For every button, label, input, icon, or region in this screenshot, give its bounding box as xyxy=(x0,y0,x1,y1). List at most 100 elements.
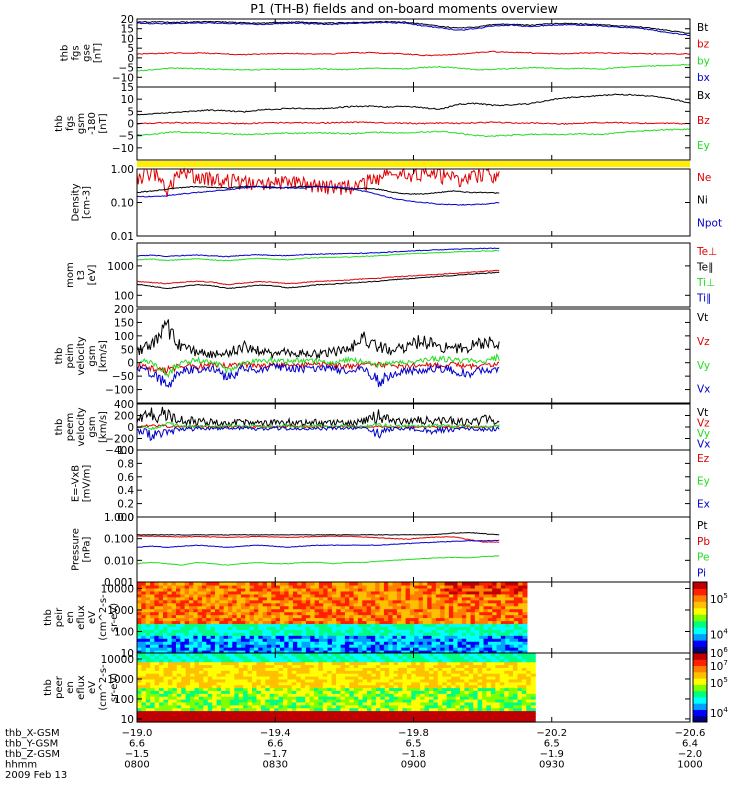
series-Pt xyxy=(137,531,500,536)
time-axis-value: −1.5 xyxy=(125,749,149,760)
y-tick-label: 1000 xyxy=(107,261,134,273)
ylabel-peir_en_eflux: thb peir en eflux eV (cm^2-s-sr-eV) xyxy=(43,594,120,641)
y-tick-label: 0.6 xyxy=(117,472,134,484)
y-tick-label: 200 xyxy=(114,411,134,423)
time-axis-value: −20.6 xyxy=(675,728,706,739)
y-tick-label: 10000 xyxy=(101,583,134,595)
legend-fgs_gsm: Bx Bz Ey xyxy=(697,90,710,152)
series-Ti⊥ xyxy=(136,249,500,262)
series-Npot xyxy=(136,185,500,206)
panel-pressure: Pt Pb Pe Pi 0.001 0.010 0.100 1.000 Pressure [nPa… xyxy=(71,512,711,589)
y-tick-label: 0.10 xyxy=(111,198,134,210)
series-Vt xyxy=(136,319,500,361)
colorbar-tick: 104 xyxy=(710,627,728,641)
svg-text:gse: gse xyxy=(82,44,93,62)
y-tick-label: 0.01 xyxy=(111,231,134,243)
svg-text:eV: eV xyxy=(87,681,98,694)
svg-text:[nPa]: [nPa] xyxy=(82,536,93,562)
panel-efield: Ez Ey Ex 0.00.2 0.40.6 0.81.0 E=-VxB [mV/m] xyxy=(71,445,710,524)
legend-entry: Ni xyxy=(697,195,708,207)
svg-text:eflux: eflux xyxy=(76,605,87,630)
legend-entry: Bt xyxy=(697,22,708,34)
svg-text:(cm^2-s-: (cm^2-s- xyxy=(98,664,109,711)
legend-entry: Vx xyxy=(697,384,710,396)
y-tick-label: 0.0 xyxy=(117,512,134,524)
legend-entry: Ez xyxy=(697,453,710,465)
y-tick-label: 0.001 xyxy=(104,577,134,589)
legend-entry: Ex xyxy=(697,498,710,510)
yellow-band xyxy=(137,161,690,167)
y-tick-label: 5 xyxy=(127,43,134,55)
time-axis-value: −20.2 xyxy=(536,728,567,739)
y-tick-label: 0 xyxy=(127,358,134,370)
legend-entry: Ey xyxy=(697,476,710,488)
time-axis-value: −19.4 xyxy=(260,728,291,739)
y-tick-label: 400 xyxy=(114,399,134,411)
time-axis-row-label: thb_Y-GSM xyxy=(5,739,58,750)
ylabel-density: Density [cm-3] xyxy=(71,183,93,221)
svg-text:en: en xyxy=(65,611,76,624)
svg-text:gsm: gsm xyxy=(87,345,98,366)
series-Te⊥ xyxy=(136,269,500,286)
time-axis-row-label: thb_X-GSM xyxy=(5,728,60,739)
svg-text:thb: thb xyxy=(60,45,71,62)
y-tick-label: 10000 xyxy=(101,654,134,666)
y-tick-label: 5 xyxy=(127,106,134,118)
svg-text:en: en xyxy=(65,681,76,694)
y-tick-label: 1.000 xyxy=(104,512,134,524)
time-axis-value: −2.0 xyxy=(678,749,702,760)
legend-entry: Vz xyxy=(697,418,710,430)
y-tick-label: 100 xyxy=(114,626,134,638)
y-tick-label: 1000 xyxy=(107,674,134,686)
ylabel-efield: E=-VxB [mV/m] xyxy=(71,465,93,503)
svg-text:Pressure: Pressure xyxy=(71,528,82,571)
legend-entry: Pe xyxy=(697,552,709,564)
legend-mom_eflux: Te⊥ Te∥ Ti⊥ Ti∥ xyxy=(696,246,717,305)
series-Vy xyxy=(136,421,500,431)
y-tick-label: 0.100 xyxy=(104,534,134,546)
svg-text:thb: thb xyxy=(54,419,65,436)
legend-entry: Pt xyxy=(697,520,707,532)
panel-density: Ne Ni Npot 0.01 0.10 1.00 Density [cm-3] xyxy=(71,164,723,243)
legend-peim_velocity: Vt Vz Vy Vx xyxy=(697,312,710,396)
time-axis-row-label: hhmm xyxy=(5,760,37,771)
y-tick-label: 0 xyxy=(127,119,134,131)
y-tick-label: 10 xyxy=(121,94,134,106)
time-axis-row-label: thb_Z-GSM xyxy=(5,749,60,760)
y-tick-label: 0.8 xyxy=(117,458,134,470)
y-tick-label: 1.0 xyxy=(117,445,134,457)
legend-entry: Vt xyxy=(697,407,708,419)
ylabel-peim_velocity: thb peim velocity gsm [km/s] xyxy=(54,336,109,375)
series-bz xyxy=(136,50,691,57)
y-tick-label: −10 xyxy=(112,143,134,155)
time-axis-value: −1.8 xyxy=(401,749,425,760)
svg-text:[km/s]: [km/s] xyxy=(98,340,109,372)
y-tick-label: 100 xyxy=(114,694,134,706)
series-Te∥ xyxy=(136,271,500,290)
y-tick-label: 0 xyxy=(127,53,134,65)
y-tick-label: 100 xyxy=(114,290,134,302)
y-tick-label: 15 xyxy=(121,24,134,36)
series-Bx xyxy=(136,93,691,116)
legend-entry: Vt xyxy=(697,312,708,324)
legend-fgs_gse: Bt bz by bx xyxy=(697,22,710,84)
legend-entry: Pb xyxy=(697,536,710,548)
y-tick-label: −200 xyxy=(105,434,134,446)
series-Bz xyxy=(136,121,691,126)
svg-text:[nT]: [nT] xyxy=(93,43,104,63)
ylabel-fgs_gsm: thb fgs gsm -180 [nT] xyxy=(54,112,109,135)
legend-pressure: Pt Pb Pe Pi xyxy=(697,520,710,580)
ylabel-fgs_gse: thb fgs gse [nT] xyxy=(60,43,104,63)
plot-title: P1 (TH-B) fields and on-board moments ov… xyxy=(250,1,558,16)
y-tick-label: 0 xyxy=(127,422,134,434)
svg-text:sr-eV): sr-eV) xyxy=(109,673,120,702)
legend-entry: Pi xyxy=(697,568,706,580)
y-tick-label: 200 xyxy=(114,304,134,316)
svg-text:thb: thb xyxy=(43,679,54,696)
legend-entry: Bx xyxy=(697,90,710,102)
y-tick-label: 0.4 xyxy=(117,485,134,497)
